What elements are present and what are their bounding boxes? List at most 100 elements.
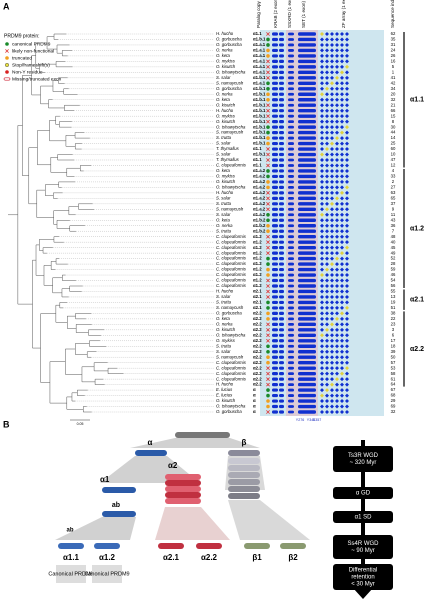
zf bbox=[320, 349, 324, 354]
zf bbox=[325, 371, 329, 376]
zf bbox=[335, 158, 339, 162]
zf bbox=[345, 251, 349, 256]
sequence-index: 6 bbox=[392, 332, 395, 337]
zf bbox=[340, 404, 344, 409]
column-header: SSXRD (1 exon) bbox=[287, 0, 292, 28]
zf bbox=[335, 388, 339, 393]
canonical-box bbox=[56, 565, 86, 583]
zf bbox=[340, 32, 344, 36]
paralog-copy: α2.2 bbox=[253, 365, 262, 370]
krab bbox=[279, 399, 284, 403]
species: O. tshawytscha bbox=[216, 404, 246, 409]
krab bbox=[279, 372, 284, 376]
symbol bbox=[266, 393, 270, 398]
zf bbox=[340, 284, 344, 288]
leaf-label: α1.2 bbox=[99, 553, 116, 562]
krab bbox=[272, 246, 278, 250]
zf bbox=[325, 388, 329, 393]
zf bbox=[325, 136, 329, 141]
paralog-copy: α1.a.1 bbox=[253, 48, 266, 53]
krab bbox=[279, 333, 284, 337]
set bbox=[298, 306, 316, 310]
krab bbox=[279, 54, 284, 58]
sequence-index: 38 bbox=[391, 311, 396, 316]
sequence-index: 40 bbox=[391, 239, 396, 244]
zf bbox=[330, 108, 334, 113]
symbol bbox=[266, 366, 270, 371]
symbol bbox=[266, 311, 270, 316]
paralog-copy: α2.2 bbox=[253, 321, 262, 326]
zf bbox=[345, 152, 349, 157]
zf bbox=[325, 108, 329, 113]
sequence-index: 4 bbox=[392, 168, 395, 173]
gene-bar bbox=[228, 458, 260, 464]
ssxrd bbox=[288, 218, 294, 222]
sequence-index: 18 bbox=[391, 343, 396, 348]
zf bbox=[330, 185, 334, 190]
zf bbox=[345, 207, 349, 212]
panel-label: B bbox=[3, 419, 10, 429]
zf bbox=[335, 119, 339, 124]
zf bbox=[325, 338, 329, 343]
zf bbox=[340, 355, 344, 360]
krab bbox=[272, 180, 278, 184]
zf bbox=[345, 190, 349, 195]
lineage bbox=[55, 517, 136, 540]
set bbox=[298, 141, 316, 146]
species: S. salar bbox=[216, 349, 231, 354]
species: S. salar bbox=[216, 195, 231, 200]
gene-bar bbox=[165, 498, 201, 504]
set bbox=[298, 43, 316, 47]
zf bbox=[335, 316, 339, 321]
paralog-copy: α1.2 bbox=[253, 283, 262, 288]
zf bbox=[335, 53, 339, 58]
zf bbox=[340, 114, 344, 119]
zf bbox=[325, 278, 329, 283]
sequence-index: 13 bbox=[391, 294, 396, 299]
leaf-label: α2.1 bbox=[163, 553, 180, 562]
sequence-index: 42 bbox=[391, 80, 396, 85]
zf bbox=[345, 344, 349, 349]
species: O. mykiss bbox=[216, 338, 236, 343]
zf bbox=[345, 245, 349, 250]
krab bbox=[272, 229, 278, 233]
sequence-index: 2 bbox=[392, 179, 395, 184]
species: C. clupeaformis bbox=[216, 245, 247, 250]
zf bbox=[335, 234, 339, 239]
zf bbox=[325, 201, 329, 206]
krab bbox=[279, 202, 284, 206]
zf bbox=[345, 278, 349, 283]
ssxrd bbox=[288, 268, 294, 271]
zf bbox=[340, 300, 344, 305]
ssxrd bbox=[288, 207, 294, 211]
zf bbox=[325, 158, 329, 162]
zf bbox=[330, 256, 334, 261]
zf bbox=[345, 70, 349, 75]
zf bbox=[340, 393, 344, 398]
krab bbox=[279, 393, 284, 398]
scale-label: 0.05 bbox=[77, 422, 84, 426]
symbol bbox=[266, 267, 270, 272]
symbol bbox=[266, 81, 270, 86]
species: H. hucho bbox=[216, 31, 234, 36]
species: S. salar bbox=[216, 212, 231, 217]
zf bbox=[330, 201, 334, 206]
zf bbox=[325, 273, 329, 278]
zf bbox=[320, 81, 324, 86]
ssxrd bbox=[288, 87, 294, 91]
species: O. tshawytscha bbox=[216, 332, 246, 337]
zf bbox=[345, 114, 349, 119]
zf bbox=[325, 333, 329, 338]
krab bbox=[279, 169, 284, 173]
krab bbox=[279, 163, 284, 168]
species: H. hucho bbox=[216, 382, 234, 387]
zf bbox=[340, 86, 344, 91]
sequence-index: 60 bbox=[391, 146, 396, 151]
zf bbox=[320, 393, 324, 398]
zf bbox=[345, 185, 349, 190]
zf bbox=[320, 64, 324, 69]
paralog-copy: α2.1 bbox=[253, 305, 262, 310]
set bbox=[298, 218, 316, 222]
zf bbox=[330, 229, 334, 234]
set bbox=[298, 317, 316, 321]
